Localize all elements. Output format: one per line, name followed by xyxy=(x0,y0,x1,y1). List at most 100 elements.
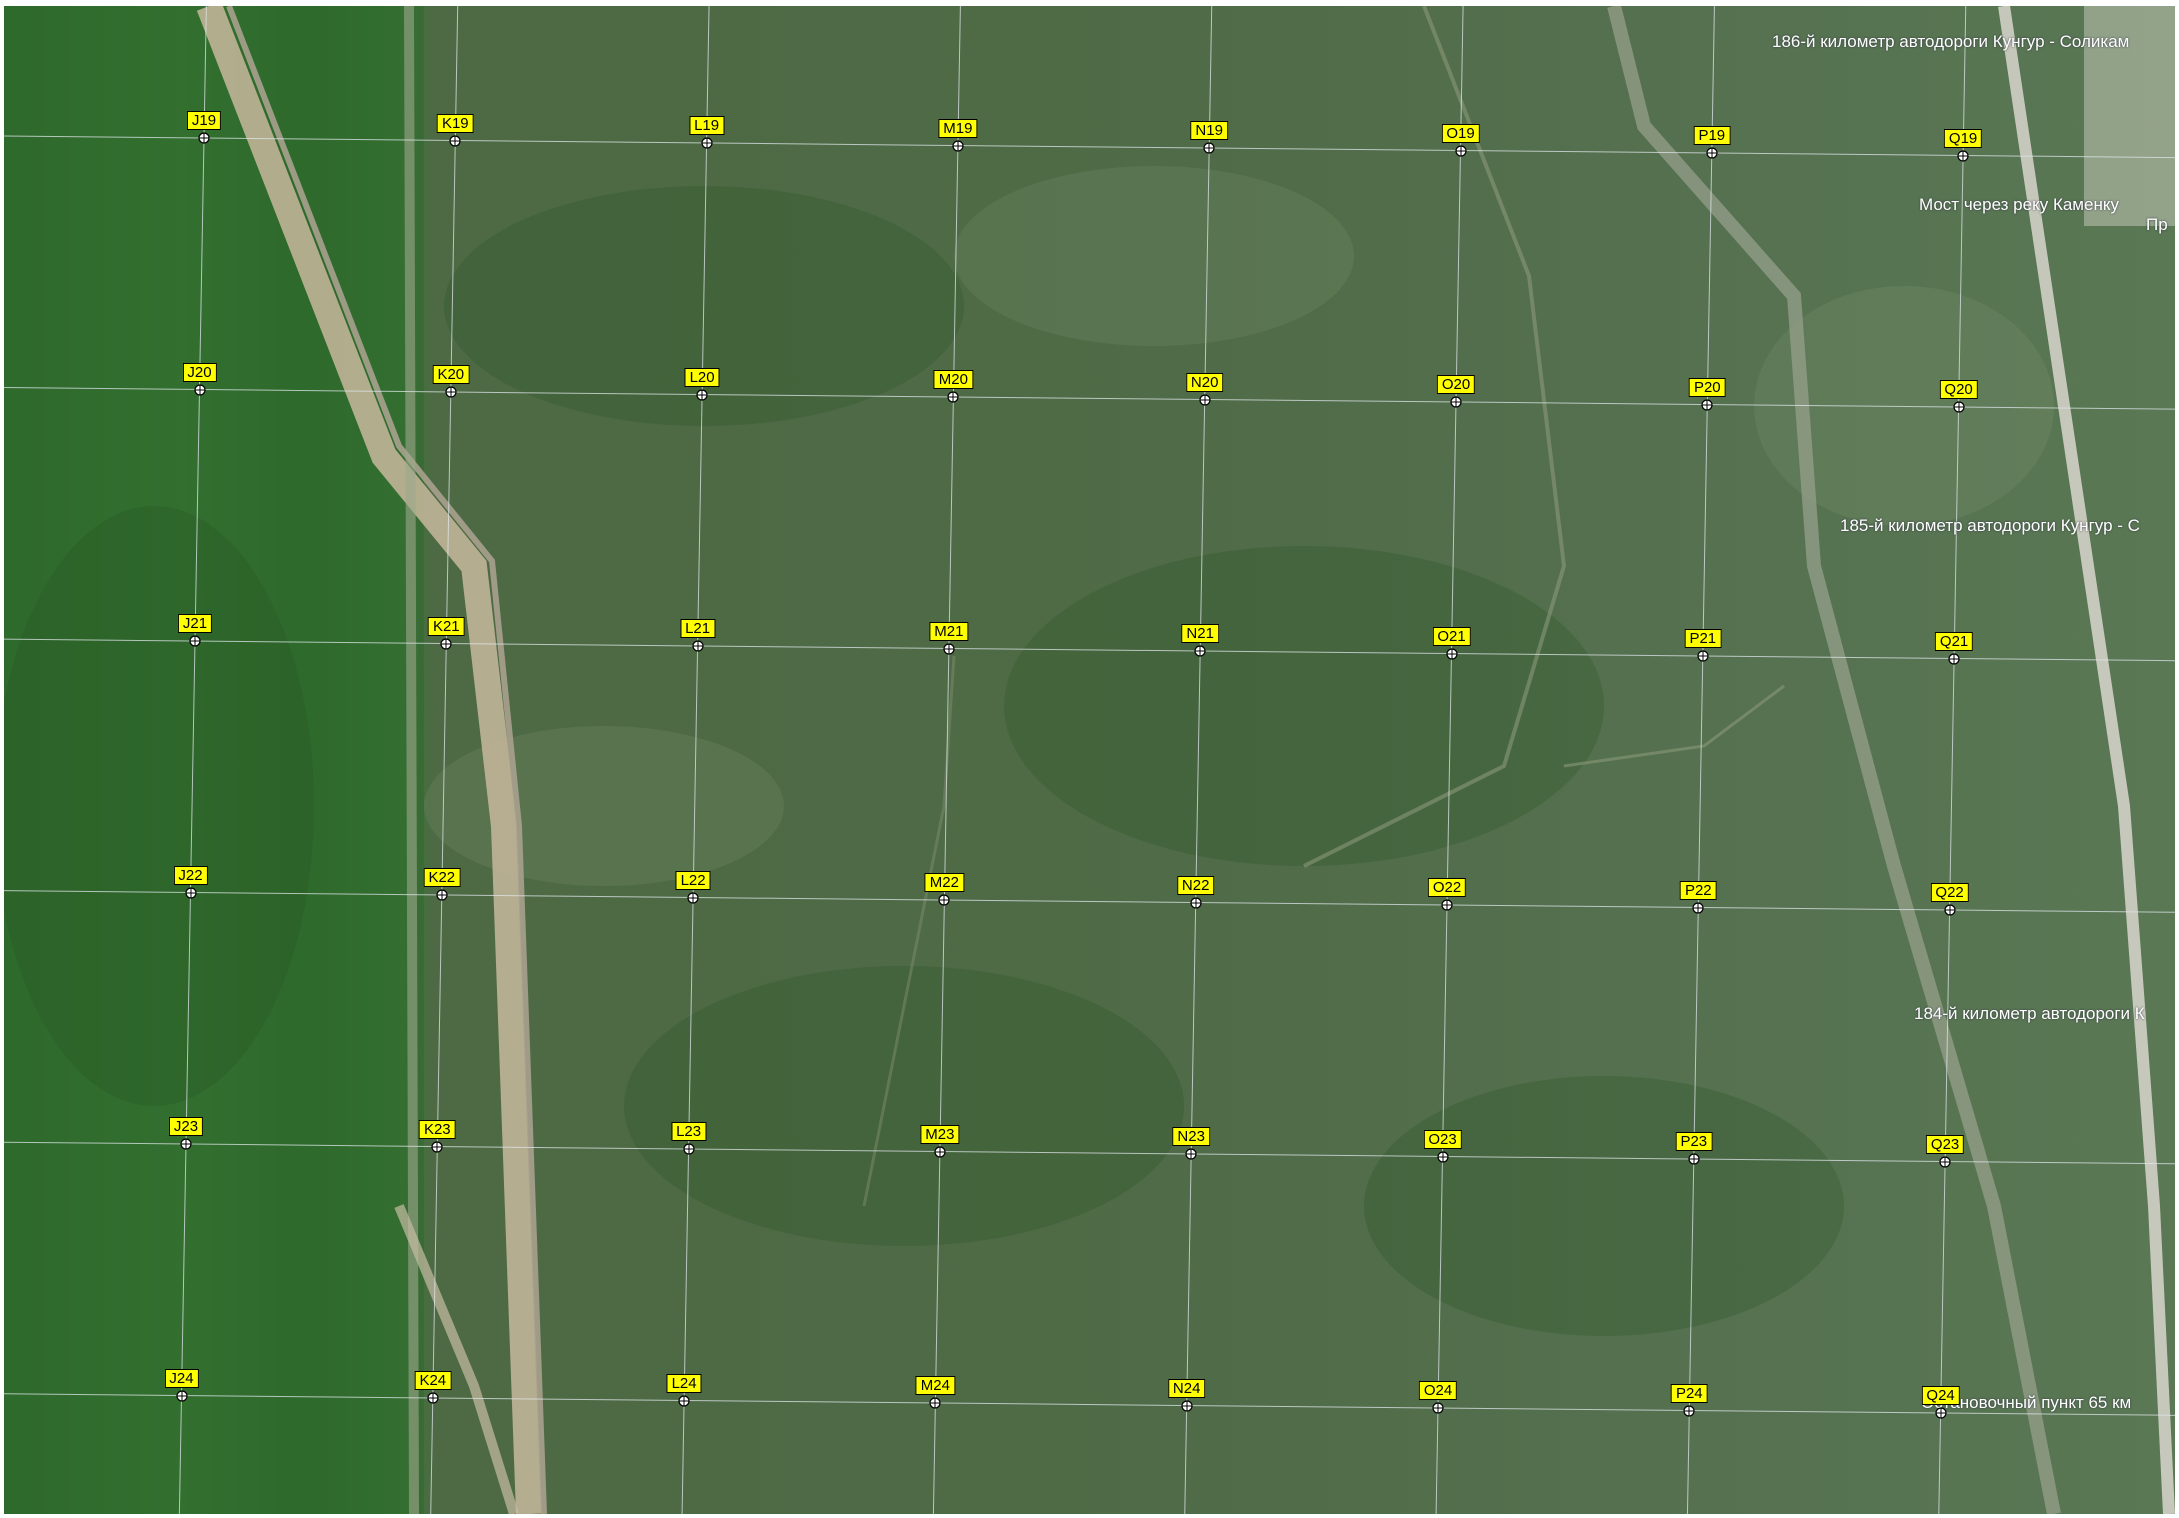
grid-cell-label[interactable]: K23 xyxy=(418,1119,456,1139)
crosshair-icon[interactable] xyxy=(1706,147,1718,159)
crosshair-icon[interactable] xyxy=(445,386,457,398)
place-label-km185[interactable]: 185-й километр автодороги Кунгур - С xyxy=(1840,516,2140,535)
grid-cell-label[interactable]: J22 xyxy=(173,865,208,885)
grid-cell-label[interactable]: K24 xyxy=(414,1371,452,1390)
crosshair-icon[interactable] xyxy=(1692,901,1704,914)
map-view[interactable]: 186-й километр автодороги Кунгур - Солик… xyxy=(4,6,2175,1514)
crosshair-icon[interactable] xyxy=(1203,142,1215,154)
grid-cell-label[interactable]: M20 xyxy=(933,370,973,389)
crosshair-icon[interactable] xyxy=(687,891,699,904)
place-label-pr[interactable]: Пр xyxy=(2146,215,2168,234)
grid-cell-label[interactable]: N21 xyxy=(1181,624,1219,643)
grid-cell-label[interactable]: M22 xyxy=(924,873,964,892)
grid-cell-label[interactable]: J24 xyxy=(164,1368,199,1388)
crosshair-icon[interactable] xyxy=(952,139,964,152)
grid-cell-label[interactable]: L22 xyxy=(675,870,711,890)
crosshair-icon[interactable] xyxy=(1199,393,1211,406)
crosshair-icon[interactable] xyxy=(449,134,461,147)
place-label-bridge[interactable]: Мост через реку Каменку xyxy=(1919,195,2119,214)
crosshair-icon[interactable] xyxy=(934,1145,946,1158)
crosshair-icon[interactable] xyxy=(1943,904,1956,916)
grid-cell-label[interactable]: L19 xyxy=(689,116,725,135)
grid-cell-label[interactable]: J23 xyxy=(168,1117,204,1136)
grid-cell-label[interactable]: Q23 xyxy=(1925,1134,1965,1154)
crosshair-icon[interactable] xyxy=(1688,1153,1700,1165)
grid-cell-label[interactable]: J20 xyxy=(182,362,217,382)
grid-cell-label[interactable]: P20 xyxy=(1688,377,1726,397)
grid-cell-label[interactable]: P21 xyxy=(1684,629,1722,648)
crosshair-icon[interactable] xyxy=(1194,645,1206,657)
crosshair-icon[interactable] xyxy=(440,637,452,650)
crosshair-icon[interactable] xyxy=(1454,144,1467,157)
place-label-km186[interactable]: 186-й километр автодороги Кунгур - Солик… xyxy=(1772,32,2130,51)
grid-cell-label[interactable]: K22 xyxy=(423,868,461,887)
grid-cell-label[interactable]: N20 xyxy=(1185,372,1224,392)
grid-cell-label[interactable]: Q22 xyxy=(1930,883,1969,902)
crosshair-icon[interactable] xyxy=(436,889,448,901)
grid-cell-label[interactable]: Q21 xyxy=(1934,631,1974,651)
crosshair-icon[interactable] xyxy=(1697,650,1709,662)
grid-cell-label[interactable]: P22 xyxy=(1679,880,1717,900)
grid-cell-label[interactable]: J21 xyxy=(177,614,213,633)
crosshair-icon[interactable] xyxy=(1445,647,1458,660)
grid-cell-label[interactable]: K19 xyxy=(436,113,474,133)
crosshair-icon[interactable] xyxy=(175,1389,188,1402)
place-label-km184[interactable]: 184-й километр автодороги К xyxy=(1914,1004,2145,1023)
crosshair-icon[interactable] xyxy=(1185,1148,1197,1160)
crosshair-icon[interactable] xyxy=(431,1140,443,1153)
grid-cell-label[interactable]: M19 xyxy=(938,118,978,138)
crosshair-icon[interactable] xyxy=(938,894,950,906)
crosshair-icon[interactable] xyxy=(180,1138,192,1150)
grid-cell-label[interactable]: J19 xyxy=(186,111,222,130)
grid-cell-label[interactable]: N23 xyxy=(1172,1127,1210,1146)
crosshair-icon[interactable] xyxy=(929,1397,941,1409)
grid-cell-label[interactable]: O21 xyxy=(1432,626,1471,646)
grid-cell-label[interactable]: Q19 xyxy=(1943,128,1983,148)
crosshair-icon[interactable] xyxy=(691,640,704,652)
crosshair-icon[interactable] xyxy=(1934,1407,1947,1419)
crosshair-icon[interactable] xyxy=(1181,1399,1193,1412)
crosshair-icon[interactable] xyxy=(700,137,713,149)
grid-cell-label[interactable]: Q24 xyxy=(1921,1386,1960,1405)
crosshair-icon[interactable] xyxy=(1441,899,1453,911)
crosshair-icon[interactable] xyxy=(947,391,959,403)
grid-cell-label[interactable]: L23 xyxy=(671,1122,707,1141)
crosshair-icon[interactable] xyxy=(1683,1404,1695,1417)
grid-cell-label[interactable]: O22 xyxy=(1427,878,1467,897)
grid-cell-label[interactable]: Q20 xyxy=(1939,380,1978,399)
grid-cell-label[interactable]: N19 xyxy=(1190,121,1228,140)
crosshair-icon[interactable] xyxy=(189,635,201,647)
crosshair-icon[interactable] xyxy=(682,1143,695,1155)
crosshair-icon[interactable] xyxy=(1952,401,1965,413)
crosshair-icon[interactable] xyxy=(678,1394,690,1407)
grid-cell-label[interactable]: N24 xyxy=(1167,1378,1206,1398)
place-label-stop[interactable]: Остановочный пункт 65 км xyxy=(1921,1393,2132,1412)
grid-cell-label[interactable]: K20 xyxy=(432,365,470,384)
grid-cell-label[interactable]: M23 xyxy=(920,1124,960,1144)
grid-cell-label[interactable]: L21 xyxy=(680,619,716,638)
grid-cell-label[interactable]: P19 xyxy=(1693,126,1731,145)
crosshair-icon[interactable] xyxy=(427,1392,439,1404)
crosshair-icon[interactable] xyxy=(1948,652,1960,665)
grid-cell-label[interactable]: O19 xyxy=(1441,123,1480,143)
grid-cell-label[interactable]: L20 xyxy=(684,367,720,387)
crosshair-icon[interactable] xyxy=(1939,1155,1951,1168)
grid-cell-label[interactable]: P24 xyxy=(1670,1383,1708,1403)
grid-cell-label[interactable]: N22 xyxy=(1176,875,1215,895)
grid-cell-label[interactable]: M24 xyxy=(915,1376,955,1395)
crosshair-icon[interactable] xyxy=(1450,396,1462,408)
crosshair-icon[interactable] xyxy=(943,642,955,655)
crosshair-icon[interactable] xyxy=(1701,398,1713,411)
crosshair-icon[interactable] xyxy=(1190,896,1202,909)
grid-cell-label[interactable]: L24 xyxy=(666,1373,702,1393)
crosshair-icon[interactable] xyxy=(696,388,708,401)
crosshair-icon[interactable] xyxy=(184,886,197,899)
grid-cell-label[interactable]: K21 xyxy=(427,616,465,636)
crosshair-icon[interactable] xyxy=(1957,149,1969,162)
grid-cell-label[interactable]: O23 xyxy=(1423,1129,1462,1149)
crosshair-icon[interactable] xyxy=(193,383,206,396)
crosshair-icon[interactable] xyxy=(1436,1150,1449,1163)
crosshair-icon[interactable] xyxy=(198,132,210,144)
grid-cell-label[interactable]: P23 xyxy=(1675,1132,1713,1151)
grid-cell-label[interactable]: O20 xyxy=(1436,375,1476,394)
